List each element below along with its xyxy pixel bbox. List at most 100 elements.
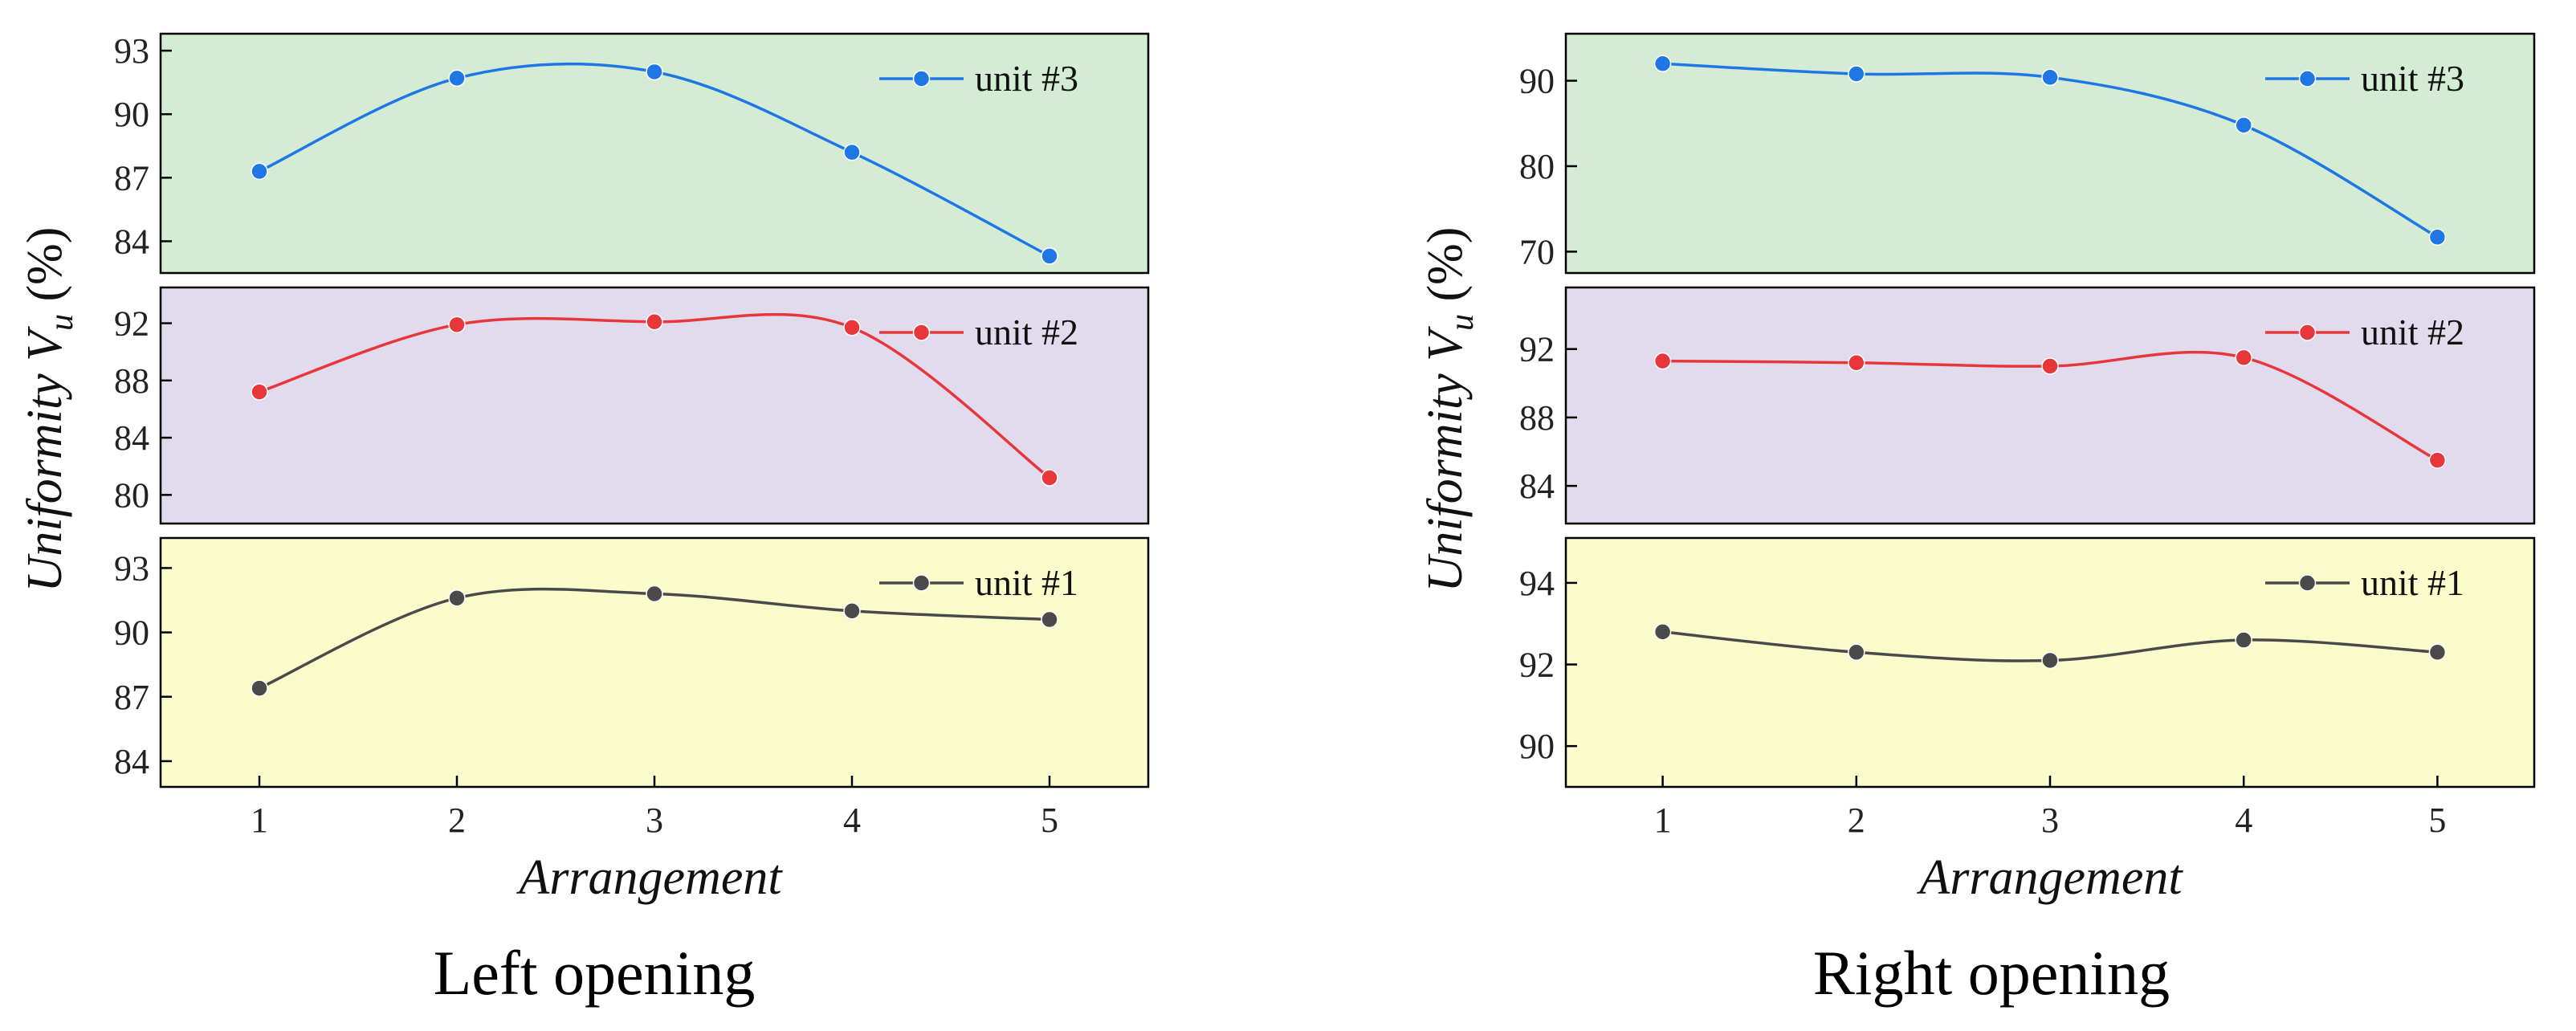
right-xtick-label-2: 2 [1848, 801, 1865, 840]
right-unit1-point-5 [2428, 643, 2447, 662]
left-unit1-ytick-label-0: 84 [114, 742, 149, 781]
left-unit1-point-3 [646, 585, 663, 603]
right-unit3-point-5 [2428, 228, 2447, 247]
right-panels: 70 80 90 unit #3 84 88 92 unit #2 90 92 94 unit #1 [1519, 32, 2536, 789]
right-unit2-legend-marker [2298, 324, 2317, 341]
right-x-ticks: 1 2 3 4 5 [1654, 776, 2446, 840]
right-unit1-ytick-label-0: 90 [1519, 727, 1555, 766]
right-unit3-point-4 [2235, 116, 2252, 134]
right-unit3-panel: 70 80 90 unit #3 [1519, 32, 2536, 275]
right-unit2-point-1 [1653, 352, 1672, 370]
left-unit1-ytick-label-3: 93 [114, 548, 149, 588]
left-unit1-legend: unit #1 [879, 562, 1078, 603]
left-unit2-point-1 [251, 383, 268, 401]
right-unit3-legend-label: unit #3 [2361, 58, 2464, 99]
left-unit1-background [161, 538, 1148, 787]
left-unit1-point-4 [843, 602, 861, 620]
left-unit3-panel: 84 87 90 93 unit #3 [114, 31, 1150, 275]
left-unit2-point-2 [448, 316, 466, 334]
left-unit1-legend-label: unit #1 [975, 562, 1078, 603]
left-unit2-point-4 [843, 319, 861, 336]
right-unit2-point-2 [1848, 353, 1865, 372]
left-unit3-point-3 [646, 63, 663, 81]
right-unit1-ytick-label-2: 94 [1519, 564, 1555, 603]
right-unit3-ytick-label-2: 90 [1519, 62, 1555, 101]
left-unit2-ytick-label-1: 84 [114, 418, 149, 458]
right-ylabel-space [1418, 361, 1473, 374]
right-unit3-point-2 [1848, 65, 1865, 83]
left-unit1-point-1 [251, 679, 268, 697]
left-unit1-panel: 84 87 90 93 unit #1 [114, 536, 1150, 789]
left-unit2-legend-label: unit #2 [975, 312, 1078, 352]
left-panels: 84 87 90 93 unit #3 80 84 88 92 unit #2 84 87 90 93 un… [114, 31, 1150, 789]
right-unit1-point-4 [2235, 631, 2252, 649]
left-unit3-legend: unit #3 [879, 58, 1078, 99]
right-unit1-point-3 [2041, 651, 2059, 670]
right-unit2-point-4 [2235, 348, 2252, 367]
right-unit3-point-1 [1653, 55, 1672, 72]
left-unit2-point-3 [646, 313, 663, 331]
right-unit2-frame [1564, 286, 2536, 525]
right-unit1-point-2 [1848, 643, 1865, 662]
right-ylabel-subscript: u [1444, 314, 1481, 331]
left-xtick-label-3: 3 [646, 801, 663, 840]
left-unit1-legend-marker [912, 574, 931, 592]
left-xtick-label-1: 1 [251, 801, 268, 840]
left-unit3-ytick-label-2: 90 [114, 95, 149, 134]
left-ylabel-main: Uniformity [18, 373, 72, 593]
right-unit1-legend: unit #1 [2265, 562, 2464, 603]
right-unit3-ytick-label-1: 80 [1519, 147, 1555, 186]
right-unit2-ytick-label-0: 84 [1519, 467, 1555, 506]
right-ylabel-symbol: V [1418, 326, 1473, 361]
left-xtick-label-2: 2 [448, 801, 466, 840]
left-unit3-ytick-label-0: 84 [114, 222, 149, 261]
left-ylabel-space-2 [18, 301, 72, 314]
right-unit2-ytick-label-1: 88 [1519, 398, 1555, 438]
left-unit3-ytick-label-1: 87 [114, 158, 149, 198]
left-unit2-ytick-label-2: 88 [114, 361, 149, 401]
right-unit3-point-3 [2041, 68, 2059, 87]
left-unit2-panel: 80 84 88 92 unit #2 [114, 286, 1150, 525]
left-unit1-point-5 [1041, 610, 1058, 629]
left-unit2-point-5 [1041, 469, 1058, 487]
left-x-ticks: 1 2 3 4 5 [251, 776, 1058, 840]
left-unit3-point-2 [448, 69, 466, 88]
right-xlabel: Arrangement [1916, 850, 2183, 905]
right-caption: Right opening [1813, 938, 2170, 1008]
right-ylabel-unit: (%) [1418, 227, 1473, 302]
left-chart: 84 87 90 93 unit #3 80 84 88 92 unit #2 84 87 90 93 un… [18, 31, 1150, 1008]
right-unit3-ytick-label-0: 70 [1519, 232, 1555, 271]
left-unit1-point-2 [448, 589, 466, 607]
right-unit2-ytick-label-2: 92 [1519, 330, 1555, 369]
left-ylabel-space [18, 361, 72, 374]
left-unit2-ytick-label-3: 92 [114, 304, 149, 344]
right-unit3-legend: unit #3 [2265, 58, 2464, 99]
left-xtick-label-5: 5 [1041, 801, 1058, 840]
right-unit1-ytick-label-1: 92 [1519, 646, 1555, 685]
left-unit2-legend: unit #2 [879, 312, 1078, 352]
left-xtick-label-4: 4 [843, 801, 861, 840]
left-unit3-ytick-label-3: 93 [114, 31, 149, 71]
left-unit2-legend-marker [912, 324, 931, 341]
right-unit1-legend-marker [2298, 574, 2317, 592]
left-unit1-ytick-label-2: 90 [114, 613, 149, 653]
right-unit2-point-5 [2428, 451, 2447, 469]
right-unit3-legend-marker [2298, 70, 2317, 88]
right-unit1-panel: 90 92 94 unit #1 [1519, 536, 2536, 789]
right-xtick-label-3: 3 [2041, 801, 2059, 840]
left-ylabel: Uniformity Vu (%) [18, 227, 80, 593]
right-unit2-background [1566, 287, 2534, 524]
right-ylabel-main: Uniformity [1418, 373, 1473, 593]
right-unit1-point-1 [1653, 623, 1672, 641]
right-xtick-label-4: 4 [2235, 801, 2252, 840]
left-xlabel: Arrangement [516, 850, 783, 905]
right-xtick-label-5: 5 [2428, 801, 2446, 840]
right-unit3-frame [1564, 32, 2536, 275]
left-unit3-legend-label: unit #3 [975, 58, 1078, 99]
left-unit3-point-1 [251, 162, 268, 181]
right-ylabel: Uniformity Vu (%) [1418, 227, 1481, 593]
left-ylabel-subscript: u [43, 314, 80, 331]
right-unit2-point-3 [2041, 357, 2059, 375]
